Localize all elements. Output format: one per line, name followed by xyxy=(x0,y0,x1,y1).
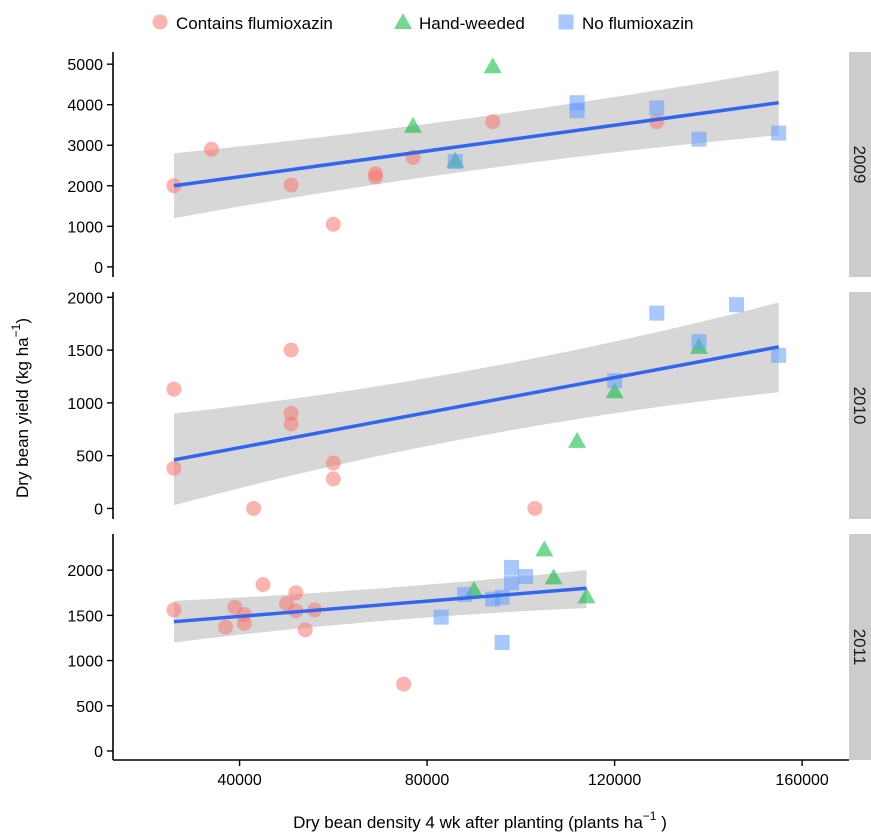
data-point xyxy=(433,609,449,625)
chart-panels: 2009010002000300040005000201005001000150… xyxy=(67,52,871,761)
x-tick-label: 120000 xyxy=(588,772,641,789)
data-point xyxy=(544,568,563,585)
y-tick-label: 1000 xyxy=(67,396,103,413)
y-tick-label: 4000 xyxy=(67,98,103,115)
legend-marker-square xyxy=(558,14,574,30)
data-point xyxy=(368,169,384,185)
legend-label: Hand-weeded xyxy=(419,14,525,33)
y-axis-title-superscript: −1 xyxy=(9,323,23,337)
data-point xyxy=(396,676,412,692)
data-point xyxy=(518,568,534,584)
data-point xyxy=(691,334,707,350)
panel-2010: 2010 0 500 1000 1500 2000 xyxy=(67,290,871,519)
data-point xyxy=(728,297,744,313)
data-point xyxy=(283,177,299,193)
y-tick-label: 1500 xyxy=(67,608,103,625)
data-point xyxy=(649,100,665,116)
y-tick-label: 500 xyxy=(76,449,103,466)
y-tick-label: 0 xyxy=(94,744,103,761)
y-tick-label: 2000 xyxy=(67,179,103,196)
data-point xyxy=(325,455,341,471)
data-point xyxy=(577,587,596,604)
y-tick-label: 500 xyxy=(76,699,103,716)
y-tick-label: 2000 xyxy=(67,290,103,307)
data-point xyxy=(404,116,423,133)
y-tick-label: 1500 xyxy=(67,343,103,360)
data-point xyxy=(166,381,182,397)
legend-marker-triangle xyxy=(394,13,412,29)
data-point xyxy=(568,431,587,448)
facet-strip xyxy=(849,292,871,519)
x-axis: 40000 80000 120000 160000 xyxy=(113,759,849,789)
legend-label: No flumioxazin xyxy=(582,14,694,33)
data-point xyxy=(691,131,707,147)
y-tick-label: 0 xyxy=(94,260,103,277)
x-axis-title-end: ) xyxy=(656,813,666,832)
facet-strip-label: 2010 xyxy=(850,387,869,425)
data-point xyxy=(447,153,463,169)
regression-line xyxy=(173,100,779,188)
panel-2011: 2011 0 500 1000 1500 2000 xyxy=(67,534,871,761)
legend: Contains flumioxazin Hand-weeded No flumio… xyxy=(152,13,694,33)
facet-strip xyxy=(849,534,871,760)
y-tick-label: 2000 xyxy=(67,563,103,580)
x-tick-label: 40000 xyxy=(217,772,262,789)
panel-2009: 2009 0 1000 2000 3000 4000 5000 xyxy=(67,52,871,277)
data-point xyxy=(166,460,182,476)
x-tick-label: 80000 xyxy=(405,772,450,789)
data-point xyxy=(166,602,182,618)
y-axis-title-text: Dry bean yield (kg ha xyxy=(13,337,32,498)
data-point xyxy=(527,500,543,516)
facet-strip xyxy=(849,52,871,277)
data-point xyxy=(283,405,299,421)
regression-line xyxy=(173,345,780,462)
x-axis-title-superscript: −1 xyxy=(643,809,657,823)
regression-line xyxy=(173,586,587,624)
y-axis-title: Dry bean yield (kg ha−1) xyxy=(9,318,32,498)
y-tick-label: 1000 xyxy=(67,219,103,236)
data-point xyxy=(297,622,313,638)
data-point xyxy=(494,634,510,650)
data-point xyxy=(771,347,787,363)
data-point xyxy=(649,305,665,321)
data-point xyxy=(483,57,502,74)
data-point xyxy=(503,559,519,575)
data-point xyxy=(485,114,501,130)
facet-strip-label: 2009 xyxy=(850,146,869,184)
y-tick-label: 1000 xyxy=(67,654,103,671)
facet-strip-label: 2011 xyxy=(850,629,869,666)
x-axis-title-text: Dry bean density 4 wk after planting (pl… xyxy=(293,813,643,832)
data-point xyxy=(325,216,341,232)
data-point xyxy=(255,577,271,593)
data-point xyxy=(236,615,252,631)
x-tick-label: 160000 xyxy=(775,772,828,789)
data-point xyxy=(288,585,304,601)
y-tick-label: 5000 xyxy=(67,57,103,74)
legend-marker-circle xyxy=(152,14,168,30)
legend-label: Contains flumioxazin xyxy=(176,14,333,33)
y-axis-title-end: ) xyxy=(13,318,32,324)
data-point xyxy=(283,416,299,432)
data-point xyxy=(218,619,234,635)
data-point xyxy=(569,103,585,119)
data-point xyxy=(605,382,624,399)
data-point xyxy=(535,540,554,557)
y-tick-label: 3000 xyxy=(67,138,103,155)
data-point xyxy=(494,589,510,605)
data-point xyxy=(325,471,341,487)
data-point xyxy=(503,575,519,591)
data-point xyxy=(771,125,787,141)
data-point xyxy=(203,141,219,157)
data-point xyxy=(246,500,262,516)
data-point xyxy=(283,342,299,358)
x-axis-title: Dry bean density 4 wk after planting (pl… xyxy=(293,809,667,832)
y-tick-label: 0 xyxy=(94,501,103,518)
